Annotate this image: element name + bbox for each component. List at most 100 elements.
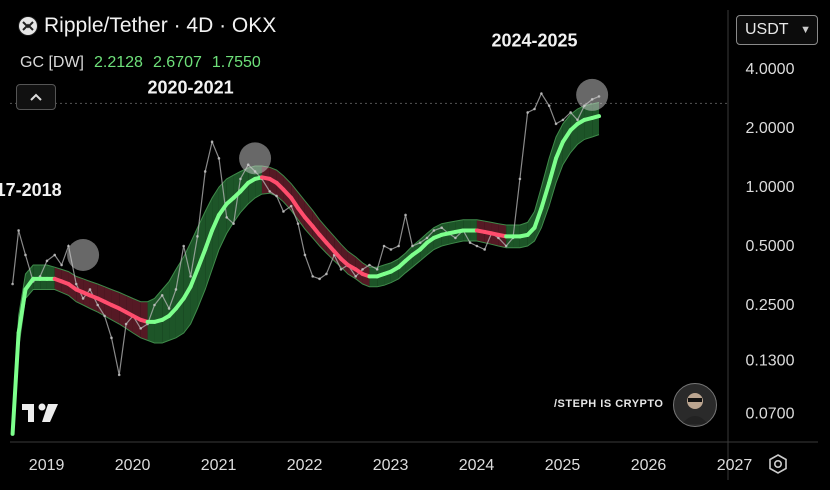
price-point xyxy=(225,216,228,219)
price-point xyxy=(497,236,500,240)
price-point xyxy=(368,263,371,267)
price-point xyxy=(289,204,293,208)
price-point xyxy=(275,194,278,198)
price-point xyxy=(411,244,414,248)
band-mid-segment xyxy=(181,284,193,301)
band-fill-segment xyxy=(240,168,249,213)
price-point xyxy=(454,236,457,240)
price-point xyxy=(475,244,479,248)
band-fill-segment xyxy=(570,109,578,153)
price-point xyxy=(282,210,285,213)
cycle-label: 2024-2025 xyxy=(491,31,577,51)
price-point xyxy=(210,140,214,144)
price-point xyxy=(311,275,314,278)
price-point xyxy=(203,170,207,173)
indicator-legend[interactable]: GC [DW] 2.2128 2.6707 1.7550 xyxy=(20,54,261,72)
price-point xyxy=(468,241,472,244)
price-point xyxy=(533,107,536,111)
band-mid-segment xyxy=(554,139,565,161)
band-mid-segment xyxy=(532,206,544,230)
price-point xyxy=(110,336,113,340)
price-point xyxy=(117,373,121,377)
band-upper-line xyxy=(12,102,600,434)
band-fill-segment xyxy=(162,281,170,343)
price-point xyxy=(389,248,393,251)
band-mid-segment xyxy=(210,212,221,233)
cycle-highlight-circle xyxy=(576,78,609,111)
price-point xyxy=(53,253,57,257)
band-mid-segment xyxy=(16,287,28,335)
price-point xyxy=(526,111,529,114)
band-mid-segment xyxy=(203,228,215,252)
price-point xyxy=(96,303,100,307)
band-mid-segment xyxy=(23,276,36,292)
x-tick-label: 2021 xyxy=(201,457,237,474)
cycle-highlight-circle xyxy=(239,142,272,175)
band-fill-segment xyxy=(169,269,176,341)
x-tick-label: 2023 xyxy=(373,457,409,474)
price-point xyxy=(11,282,14,286)
price-point xyxy=(504,244,508,248)
price-point xyxy=(547,104,551,107)
currency-select[interactable]: USDT ▼ xyxy=(736,15,818,45)
x-tick-label: 2020 xyxy=(115,457,151,474)
indicator-value-3: 1.7550 xyxy=(211,54,261,71)
price-point xyxy=(554,122,558,126)
price-point xyxy=(382,244,386,248)
price-point xyxy=(354,275,357,278)
logo-bar-stem xyxy=(28,404,34,422)
band-mid-segment xyxy=(590,114,602,120)
band-lower-line xyxy=(12,134,600,434)
price-point xyxy=(576,118,579,122)
price-point xyxy=(74,282,78,286)
x-tick-label: 2019 xyxy=(29,457,65,474)
chart-header: Ripple/Tether · 4D · OKX xyxy=(18,14,276,38)
band-mid-segment xyxy=(173,296,186,311)
y-tick-label: 2.0000 xyxy=(746,120,795,137)
band-mid-segment xyxy=(547,156,559,185)
price-point xyxy=(81,297,85,300)
gear-icon xyxy=(769,454,787,474)
indicator-value-2: 2.6707 xyxy=(152,54,202,71)
price-point xyxy=(518,177,522,181)
price-point xyxy=(303,253,307,257)
x-tick-label: 2024 xyxy=(459,457,495,474)
band-fill-segment xyxy=(584,104,593,140)
price-point xyxy=(432,229,436,232)
band-fill-segment xyxy=(183,242,191,333)
band-mid-segment xyxy=(560,128,573,144)
band-mid-segment xyxy=(289,195,301,211)
band-mid-segment xyxy=(10,330,21,436)
price-point xyxy=(45,259,49,263)
currency-value: USDT xyxy=(745,21,789,38)
chart-title: Ripple/Tether · 4D · OKX xyxy=(44,14,277,37)
price-point xyxy=(103,314,106,318)
band-mid-segment xyxy=(188,267,200,289)
ripple-logo-icon xyxy=(18,16,38,36)
chevron-down-icon: ▼ xyxy=(800,24,811,36)
settings-button[interactable] xyxy=(766,452,790,476)
band-fill-segment xyxy=(218,178,227,250)
y-tick-label: 0.5000 xyxy=(746,238,795,255)
x-tick-label: 2027 xyxy=(717,457,753,474)
price-point xyxy=(153,303,156,307)
watermark-text: /STEPH IS CRYPTO xyxy=(554,398,664,410)
cycle-label: 2017-2018 xyxy=(0,180,62,200)
collapse-legend-button[interactable] xyxy=(16,84,56,110)
price-point xyxy=(440,226,443,229)
price-point xyxy=(67,244,70,248)
cycle-label: 2020-2021 xyxy=(148,77,234,97)
price-point xyxy=(339,268,343,271)
indicator-name: GC [DW] xyxy=(20,54,84,71)
price-point xyxy=(124,322,128,326)
logo-slash xyxy=(42,404,58,422)
price-point xyxy=(425,236,429,240)
cycle-highlight-circle xyxy=(67,238,100,271)
band-fill-segment xyxy=(212,187,219,270)
x-tick-label: 2022 xyxy=(287,457,323,474)
price-point xyxy=(160,294,164,297)
tradingview-logo-icon xyxy=(22,403,58,422)
price-point xyxy=(296,222,300,225)
